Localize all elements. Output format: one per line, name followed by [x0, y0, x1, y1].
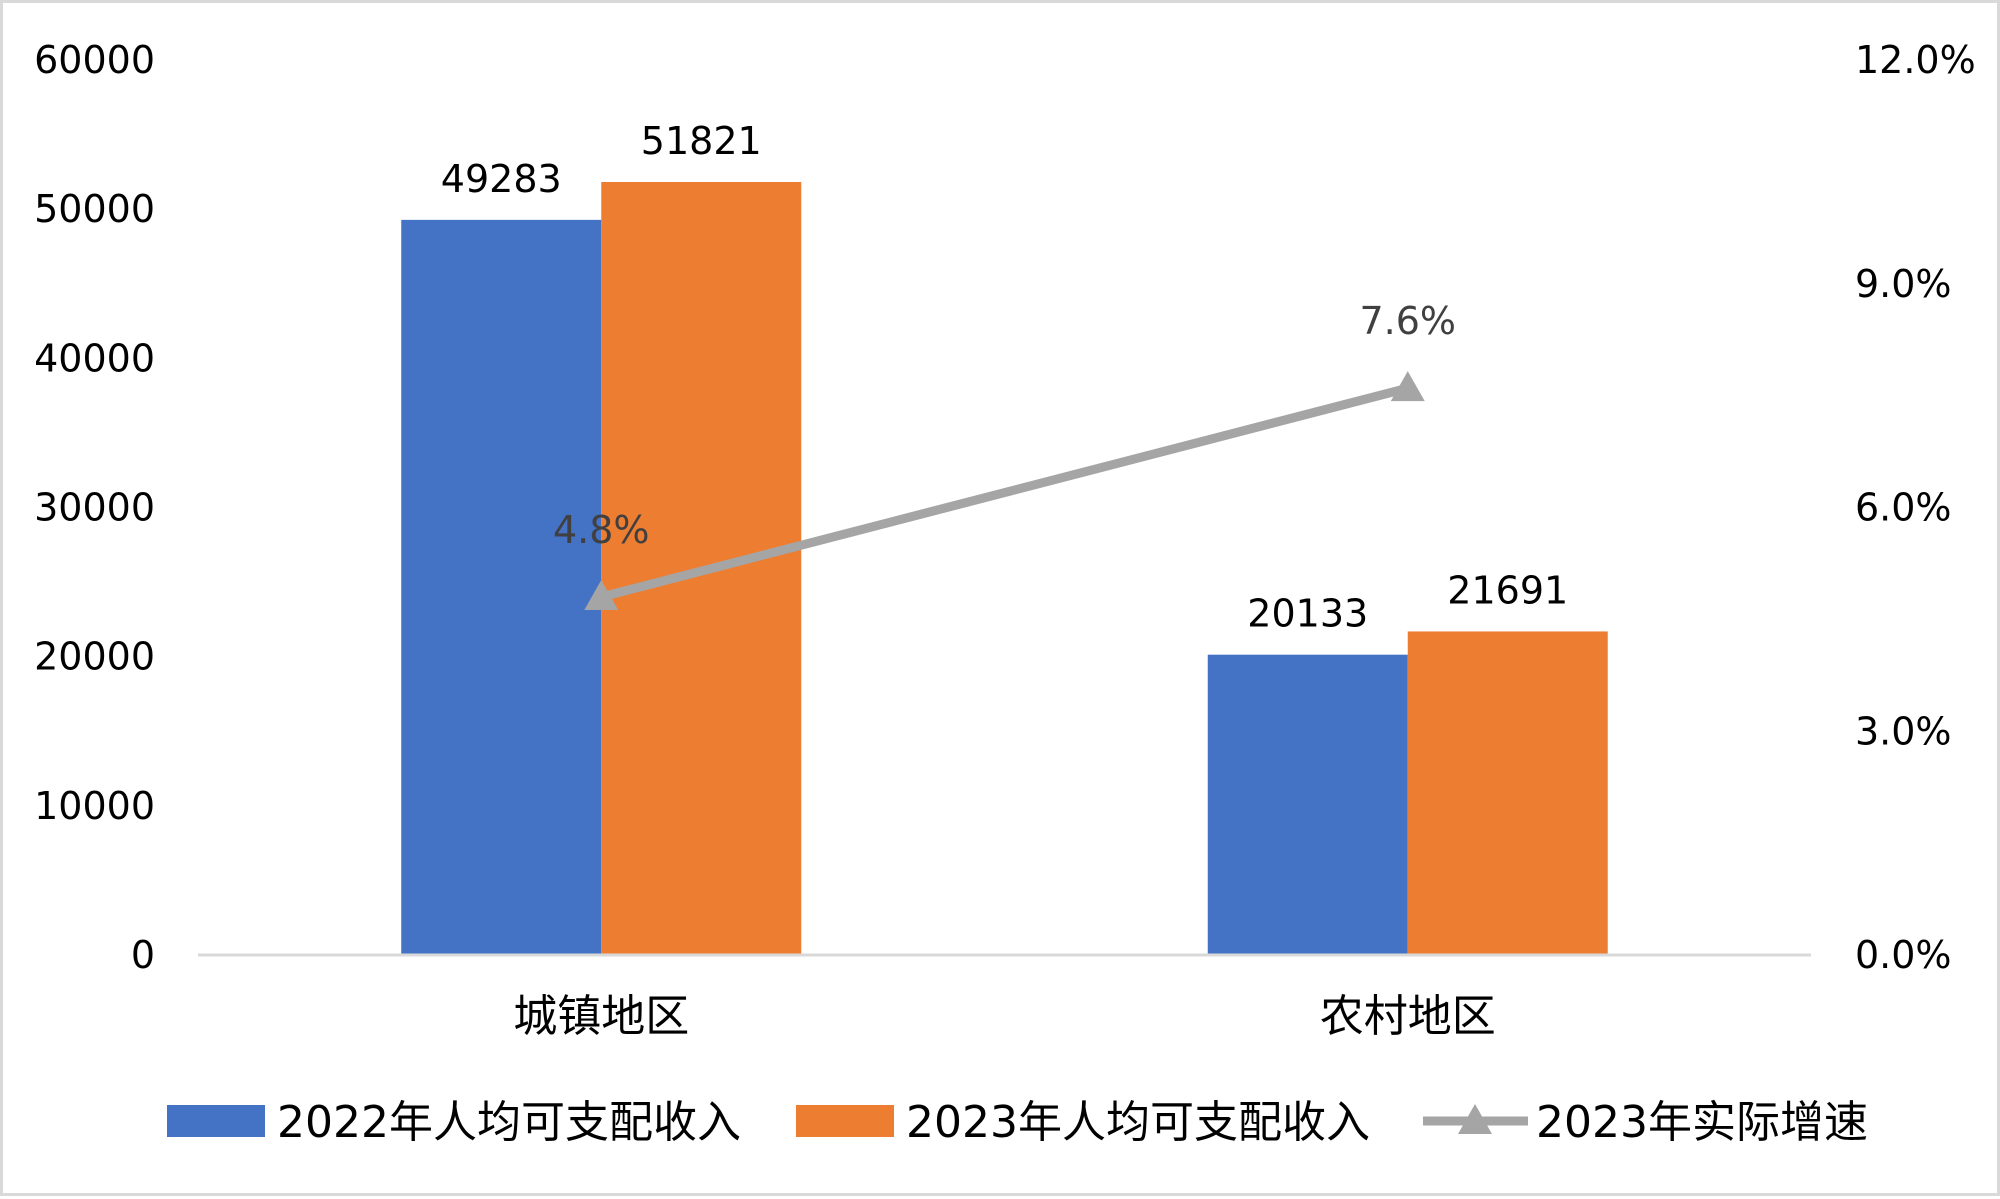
- triangle-marker: [1390, 371, 1425, 402]
- category-label: 农村地区: [1320, 991, 1496, 1042]
- line-data-label: 4.8%: [553, 508, 650, 552]
- bar: [401, 219, 602, 955]
- right-axis-ticks: 0.0% 3.0% 6.0% 9.0% 12.0%: [1855, 38, 1976, 977]
- right-axis-tick-label: 0.0%: [1855, 933, 1952, 977]
- left-axis-tick-label: 50000: [34, 187, 155, 231]
- legend-label: 2023年实际增速: [1536, 1097, 1868, 1148]
- right-axis-tick-label: 12.0%: [1855, 38, 1976, 82]
- right-axis-tick-label: 6.0%: [1855, 486, 1952, 530]
- left-axis-ticks: 0 10000 20000 30000 40000 50000 60000: [34, 38, 155, 977]
- left-axis-tick-label: 40000: [34, 336, 155, 380]
- right-axis-tick-label: 3.0%: [1855, 709, 1952, 753]
- bar: [1207, 654, 1408, 955]
- legend: 2022年人均可支配收入 2023年人均可支配收入 2023年实际增速: [167, 1097, 1868, 1148]
- right-axis-tick-label: 9.0%: [1855, 262, 1952, 306]
- legend-swatch: [167, 1105, 265, 1137]
- left-axis-tick-label: 20000: [34, 635, 155, 679]
- bar-data-label: 21691: [1447, 568, 1568, 612]
- legend-label: 2022年人均可支配收入: [277, 1097, 741, 1148]
- bar: [1407, 631, 1608, 955]
- combo-chart: 49283 20133 51821 21691 4.8% 7.6% 0 10000 2000…: [34, 38, 1976, 1148]
- bar-data-label: 49283: [441, 157, 562, 201]
- legend-label: 2023年人均可支配收入: [906, 1097, 1370, 1148]
- line-layer: 4.8% 7.6%: [553, 299, 1456, 610]
- category-labels: 城镇地区 农村地区: [513, 991, 1496, 1042]
- growth-line: [600, 383, 1409, 602]
- legend-swatch: [796, 1105, 894, 1137]
- category-label: 城镇地区: [513, 991, 689, 1042]
- bar-data-label: 51821: [641, 119, 762, 163]
- bar-data-label: 20133: [1247, 592, 1368, 636]
- left-axis-tick-label: 30000: [34, 486, 155, 530]
- triangle-marker: [584, 580, 619, 610]
- legend-triangle-marker: [1458, 1104, 1492, 1134]
- left-axis-tick-label: 60000: [34, 38, 155, 82]
- left-axis-tick-label: 10000: [34, 784, 155, 828]
- left-axis-tick-label: 0: [131, 933, 155, 977]
- line-data-label: 7.6%: [1359, 299, 1456, 343]
